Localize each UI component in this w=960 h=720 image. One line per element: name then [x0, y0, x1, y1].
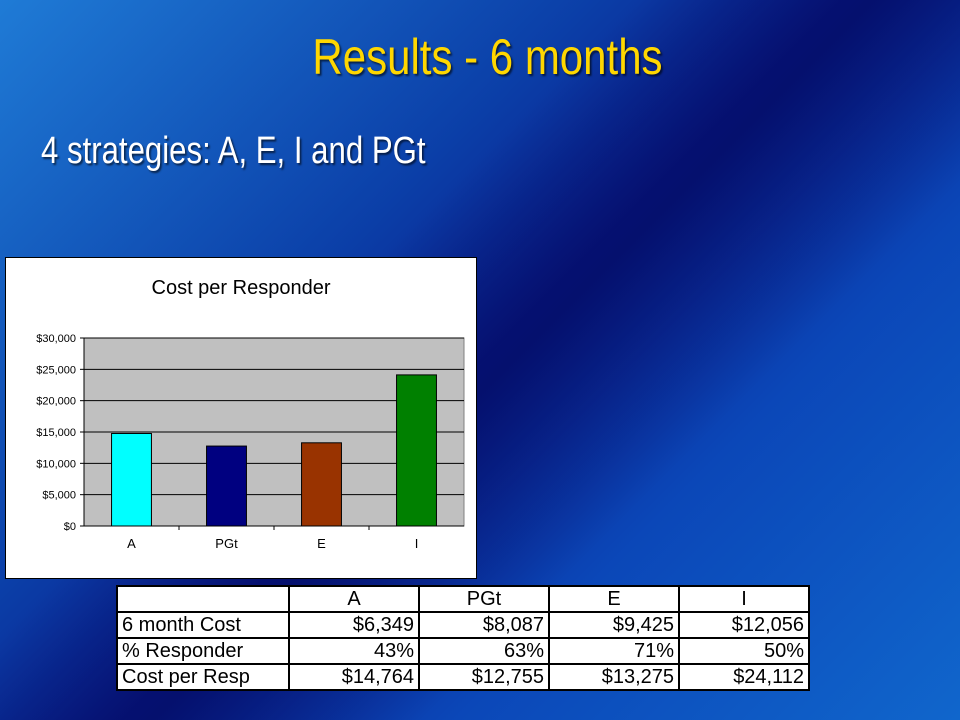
y-tick-label: $0 — [64, 521, 76, 533]
chart-svg: Cost per Responder $0 $5,000 $10,000 $15,000… — [36, 277, 465, 551]
table-cell: 63% — [418, 637, 550, 665]
table-cell: $13,275 — [548, 663, 680, 691]
y-tick-label: $20,000 — [36, 396, 76, 408]
y-tick-label: $25,000 — [36, 364, 76, 376]
table-row: Cost per Resp $14,764 $12,755 $13,275 $2… — [116, 663, 810, 691]
data-table: A PGt E I 6 month Cost $6,349 $8,087 $9,… — [116, 585, 810, 691]
table-cell: $24,112 — [678, 663, 810, 691]
y-tick-label: $15,000 — [36, 427, 76, 439]
y-tick-label: $10,000 — [36, 458, 76, 470]
x-tick-label: I — [415, 536, 419, 551]
table-cell: $8,087 — [418, 611, 550, 639]
x-tick-label: PGt — [215, 536, 238, 551]
table-header-row: A PGt E I — [116, 585, 810, 613]
table-header-cell: E — [548, 585, 680, 613]
bullet-text: 4 strategies: A, E, I and PGt — [41, 130, 426, 172]
table-row: % Responder 43% 63% 71% 50% — [116, 637, 810, 665]
table-cell: $6,349 — [288, 611, 420, 639]
table-cell: $12,755 — [418, 663, 550, 691]
chart-title: Cost per Responder — [152, 277, 331, 299]
bar — [111, 432, 152, 527]
table-header-cell: I — [678, 585, 810, 613]
table-cell: 50% — [678, 637, 810, 665]
table-cell: 71% — [548, 637, 680, 665]
table-header-cell: PGt — [418, 585, 550, 613]
bar-chart: Cost per Responder $0 $5,000 $10,000 $15,000… — [5, 257, 477, 579]
x-tick-label: E — [317, 536, 326, 551]
table-cell: $14,764 — [288, 663, 420, 691]
table-cell: 43% — [288, 637, 420, 665]
row-label: Cost per Resp — [116, 663, 290, 691]
y-tick-label: $5,000 — [42, 490, 76, 502]
table-row: 6 month Cost $6,349 $8,087 $9,425 $12,05… — [116, 611, 810, 639]
slide-title: Results - 6 months — [312, 29, 663, 85]
x-tick-label: A — [127, 536, 136, 551]
table-cell: $12,056 — [678, 611, 810, 639]
y-tick-label: $30,000 — [36, 333, 76, 345]
table-cell: $9,425 — [548, 611, 680, 639]
bar — [206, 445, 247, 527]
bar — [301, 442, 342, 527]
bar — [396, 374, 437, 527]
table-header-cell: A — [288, 585, 420, 613]
row-label: % Responder — [116, 637, 290, 665]
row-label: 6 month Cost — [116, 611, 290, 639]
table-header-cell — [116, 585, 290, 613]
